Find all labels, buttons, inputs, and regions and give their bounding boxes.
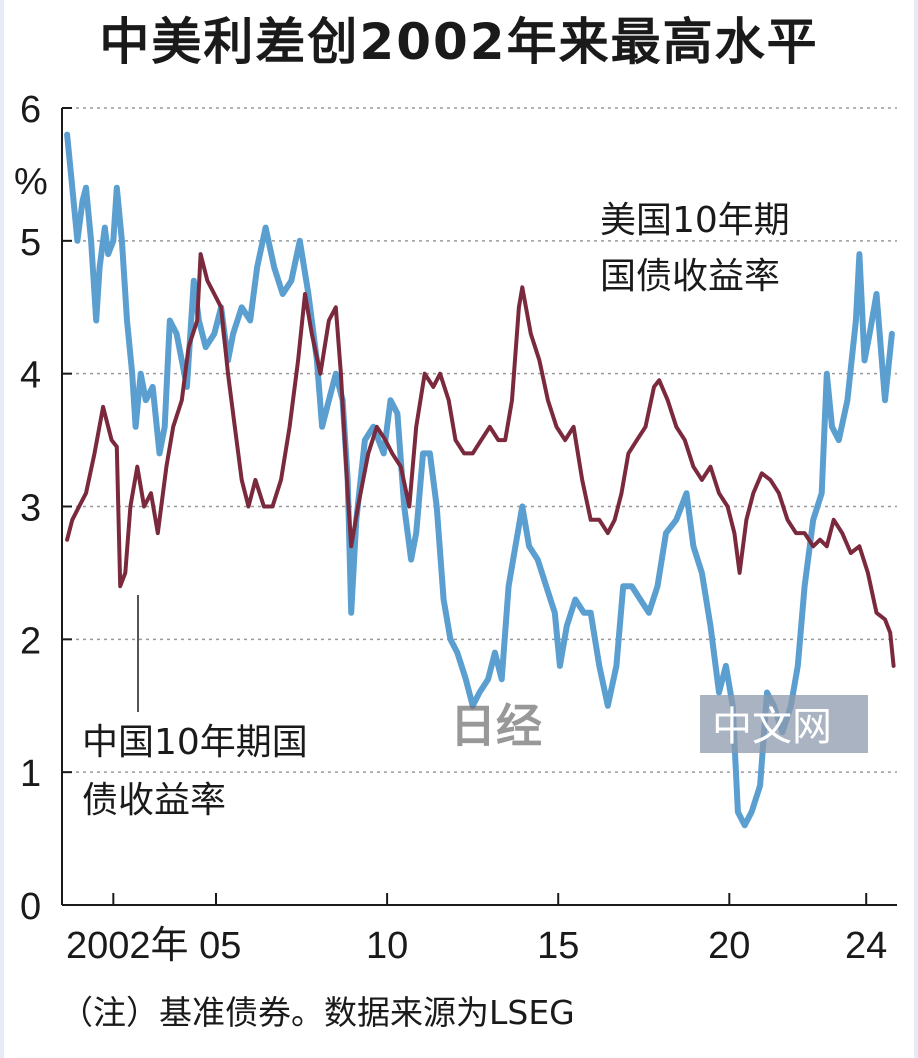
grid-lines: [62, 107, 897, 773]
y-tick-label: 0: [20, 886, 41, 928]
y-tick-label: 4: [20, 355, 41, 397]
source-note: （注）基准债券。数据来源为LSEG: [60, 993, 575, 1032]
x-tick-label: 20: [708, 925, 750, 967]
y-axis-ticks: 6 5 4 3 2 1 0: [20, 89, 72, 928]
cn-series-label-line2: 债收益率: [82, 780, 226, 821]
x-tick-label: 24: [845, 925, 887, 967]
x-tick-label: 2002年 05: [66, 925, 241, 967]
y-tick-label: 1: [20, 753, 41, 795]
x-tick-label: 15: [537, 925, 579, 967]
cn-yield-line: [65, 252, 896, 668]
y-tick-label: 6: [20, 89, 41, 131]
watermark-logo: 日经: [450, 699, 542, 753]
watermark-text: 中文网: [712, 704, 832, 750]
y-tick-label: 2: [20, 620, 41, 662]
us-series-label-line1: 美国10年期: [600, 200, 790, 241]
chart-title: 中美利差创2002年来最高水平: [99, 13, 819, 71]
x-axis-ticks: 2002年 05 10 15 20 24: [66, 893, 887, 967]
watermark-box: [700, 695, 868, 753]
y-tick-label: 3: [20, 488, 41, 530]
us-series-label-line2: 国债收益率: [600, 256, 780, 297]
us-yield-line: [64, 131, 895, 829]
cn-series-label-line1: 中国10年期国: [82, 722, 308, 763]
series-lines: [64, 131, 896, 829]
x-tick-label: 10: [366, 925, 408, 967]
y-tick-label: 5: [20, 222, 41, 264]
y-axis-unit: %: [14, 161, 48, 203]
watermark: 日经 中文网: [450, 695, 868, 753]
